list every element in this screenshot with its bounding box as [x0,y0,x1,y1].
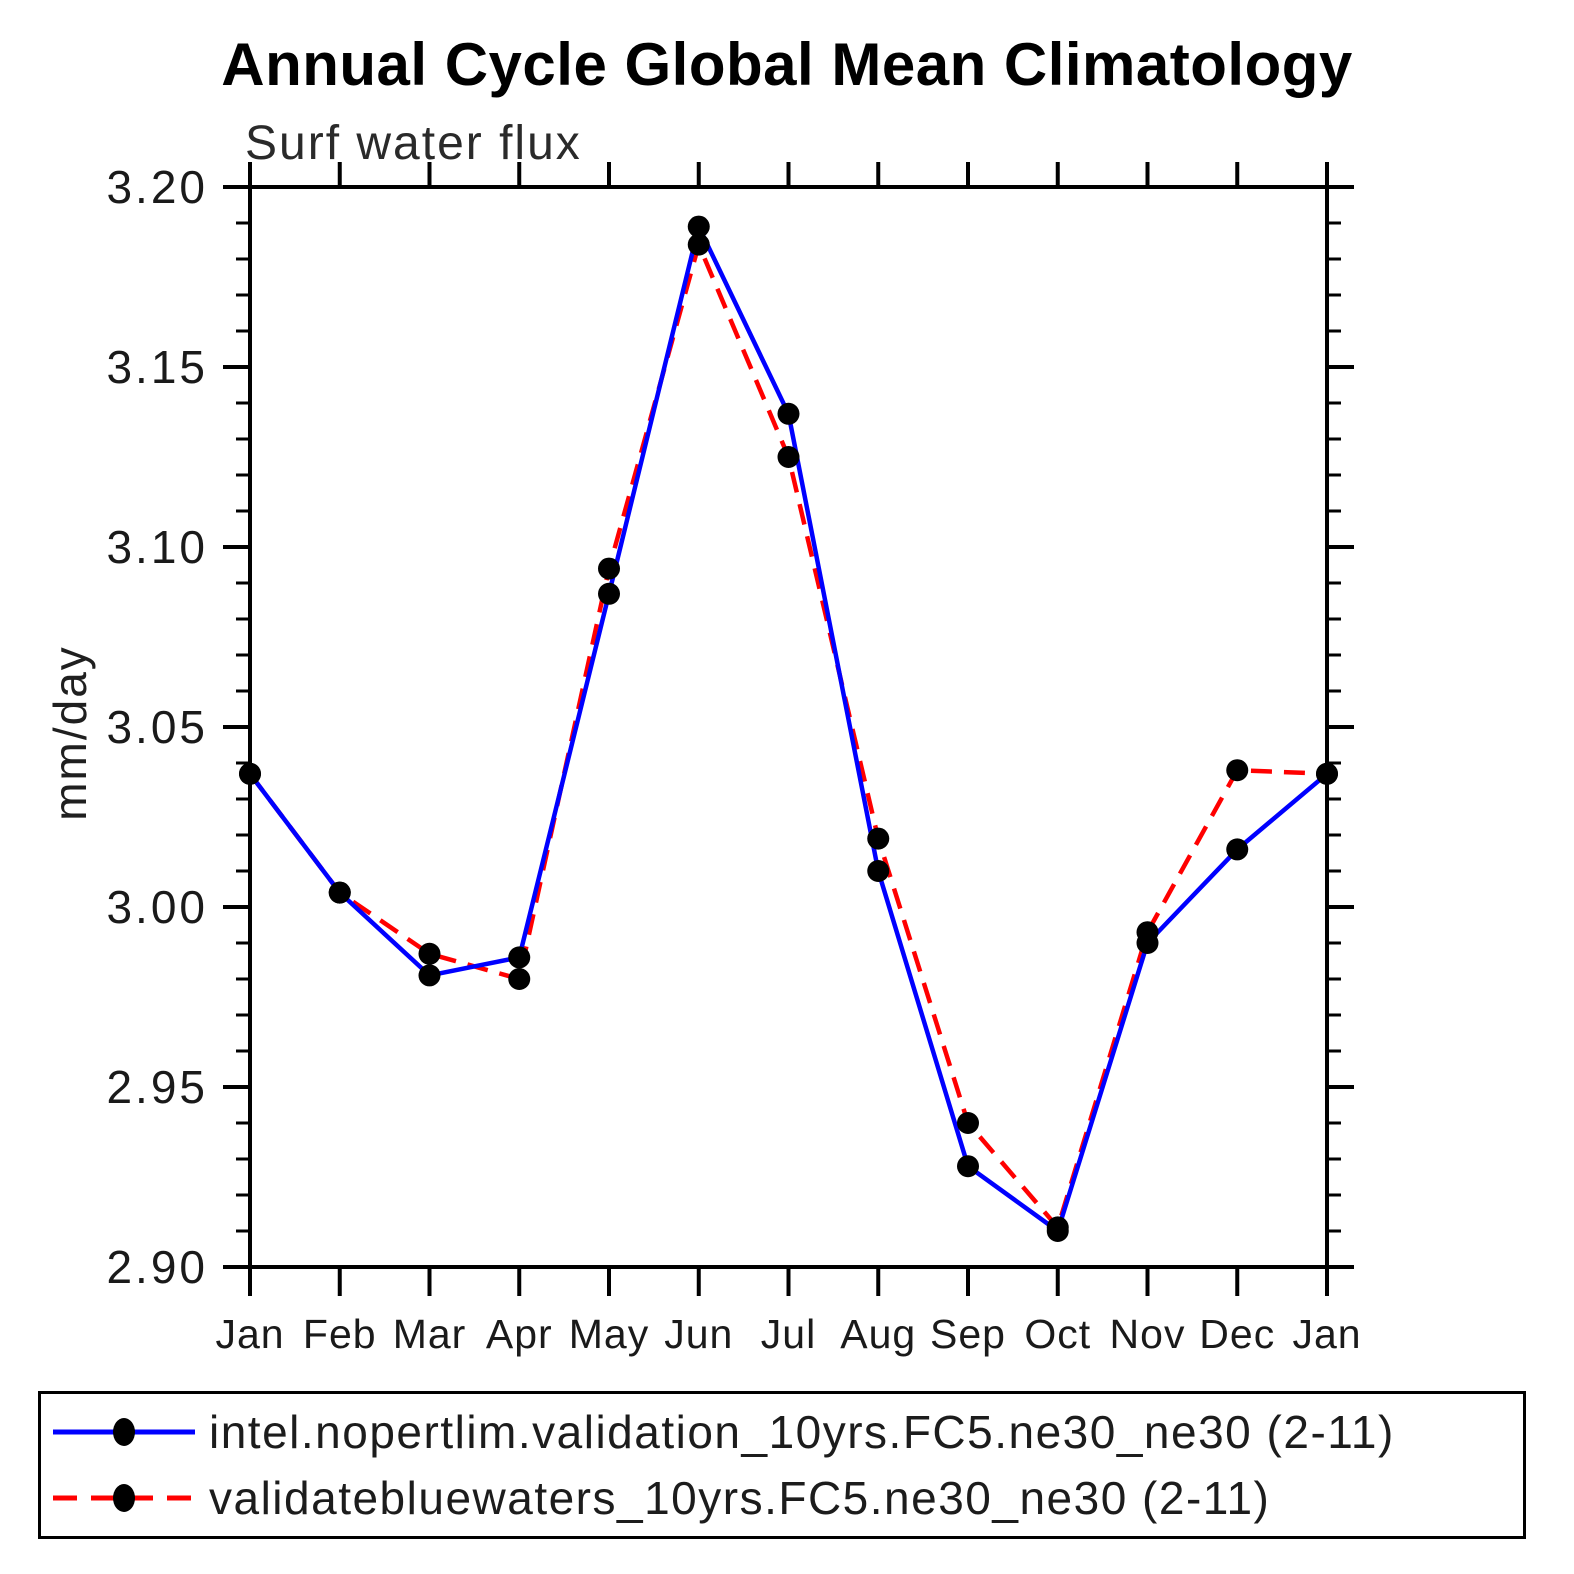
legend-line-sample-solid [53,1418,195,1447]
series-marker [687,233,710,256]
series-marker [418,964,441,987]
chart-subtitle: Surf water flux [245,117,582,170]
x-tick-label: Jan [1292,1311,1361,1357]
x-tick-label: Nov [1110,1311,1186,1357]
y-tick-label: 3.15 [106,341,208,393]
x-tick-label: Aug [840,1311,916,1357]
x-tick-label: Jun [664,1311,733,1357]
series-marker [687,215,710,238]
legend-label: intel.nopertlim.validation_10yrs.FC5.ne3… [209,1406,1395,1459]
series-marker [957,1112,979,1134]
y-tick-label: 3.20 [106,161,208,213]
y-tick-label: 3.05 [106,701,208,753]
series-marker [957,1155,979,1178]
x-tick-label: Apr [486,1311,553,1357]
legend-item: validatebluewaters_10yrs.FC5.ne30_ne30 (… [49,1471,1523,1525]
x-tick-label: May [569,1311,649,1357]
x-tick-label: Dec [1199,1311,1275,1357]
series-marker [418,942,441,965]
x-tick-label: Oct [1024,1311,1091,1357]
series-marker [508,946,531,969]
legend-marker-icon [113,1418,135,1447]
legend-item: intel.nopertlim.validation_10yrs.FC5.ne3… [49,1405,1523,1459]
series-marker [598,582,620,605]
series-marker [867,860,890,882]
series-marker [239,762,261,785]
series-marker [777,446,800,468]
series-marker [1136,932,1159,954]
x-tick-label: Sep [930,1311,1006,1357]
legend-label: validatebluewaters_10yrs.FC5.ne30_ne30 (… [209,1471,1271,1524]
chart-title: Annual Cycle Global Mean Climatology [221,31,1353,98]
y-tick-label: 2.95 [106,1061,208,1113]
x-tick-label: Jan [215,1311,284,1357]
x-tick-label: Jul [761,1311,816,1357]
y-tick-label: 3.00 [106,881,208,933]
y-tick-label: 3.10 [106,521,208,573]
series-marker [1226,759,1249,782]
x-tick-label: Feb [303,1311,377,1357]
series-marker [867,827,890,850]
y-tick-label: 2.90 [106,1241,208,1293]
series-marker [1316,762,1338,785]
series-marker [1226,838,1249,861]
series-line-solid [248,224,1329,1234]
legend-box: intel.nopertlim.validation_10yrs.FC5.ne3… [38,1391,1526,1539]
x-tick-label: Mar [393,1311,467,1357]
legend-marker-icon [113,1483,135,1512]
series-marker [777,402,800,425]
series-line-dashed [248,242,1328,1230]
series-marker [508,968,531,990]
series-marker [1046,1220,1069,1242]
legend-line-sample-dashed [53,1483,195,1512]
series-marker [328,881,351,904]
plot-frame [248,185,1329,1269]
series-marker [598,557,620,580]
